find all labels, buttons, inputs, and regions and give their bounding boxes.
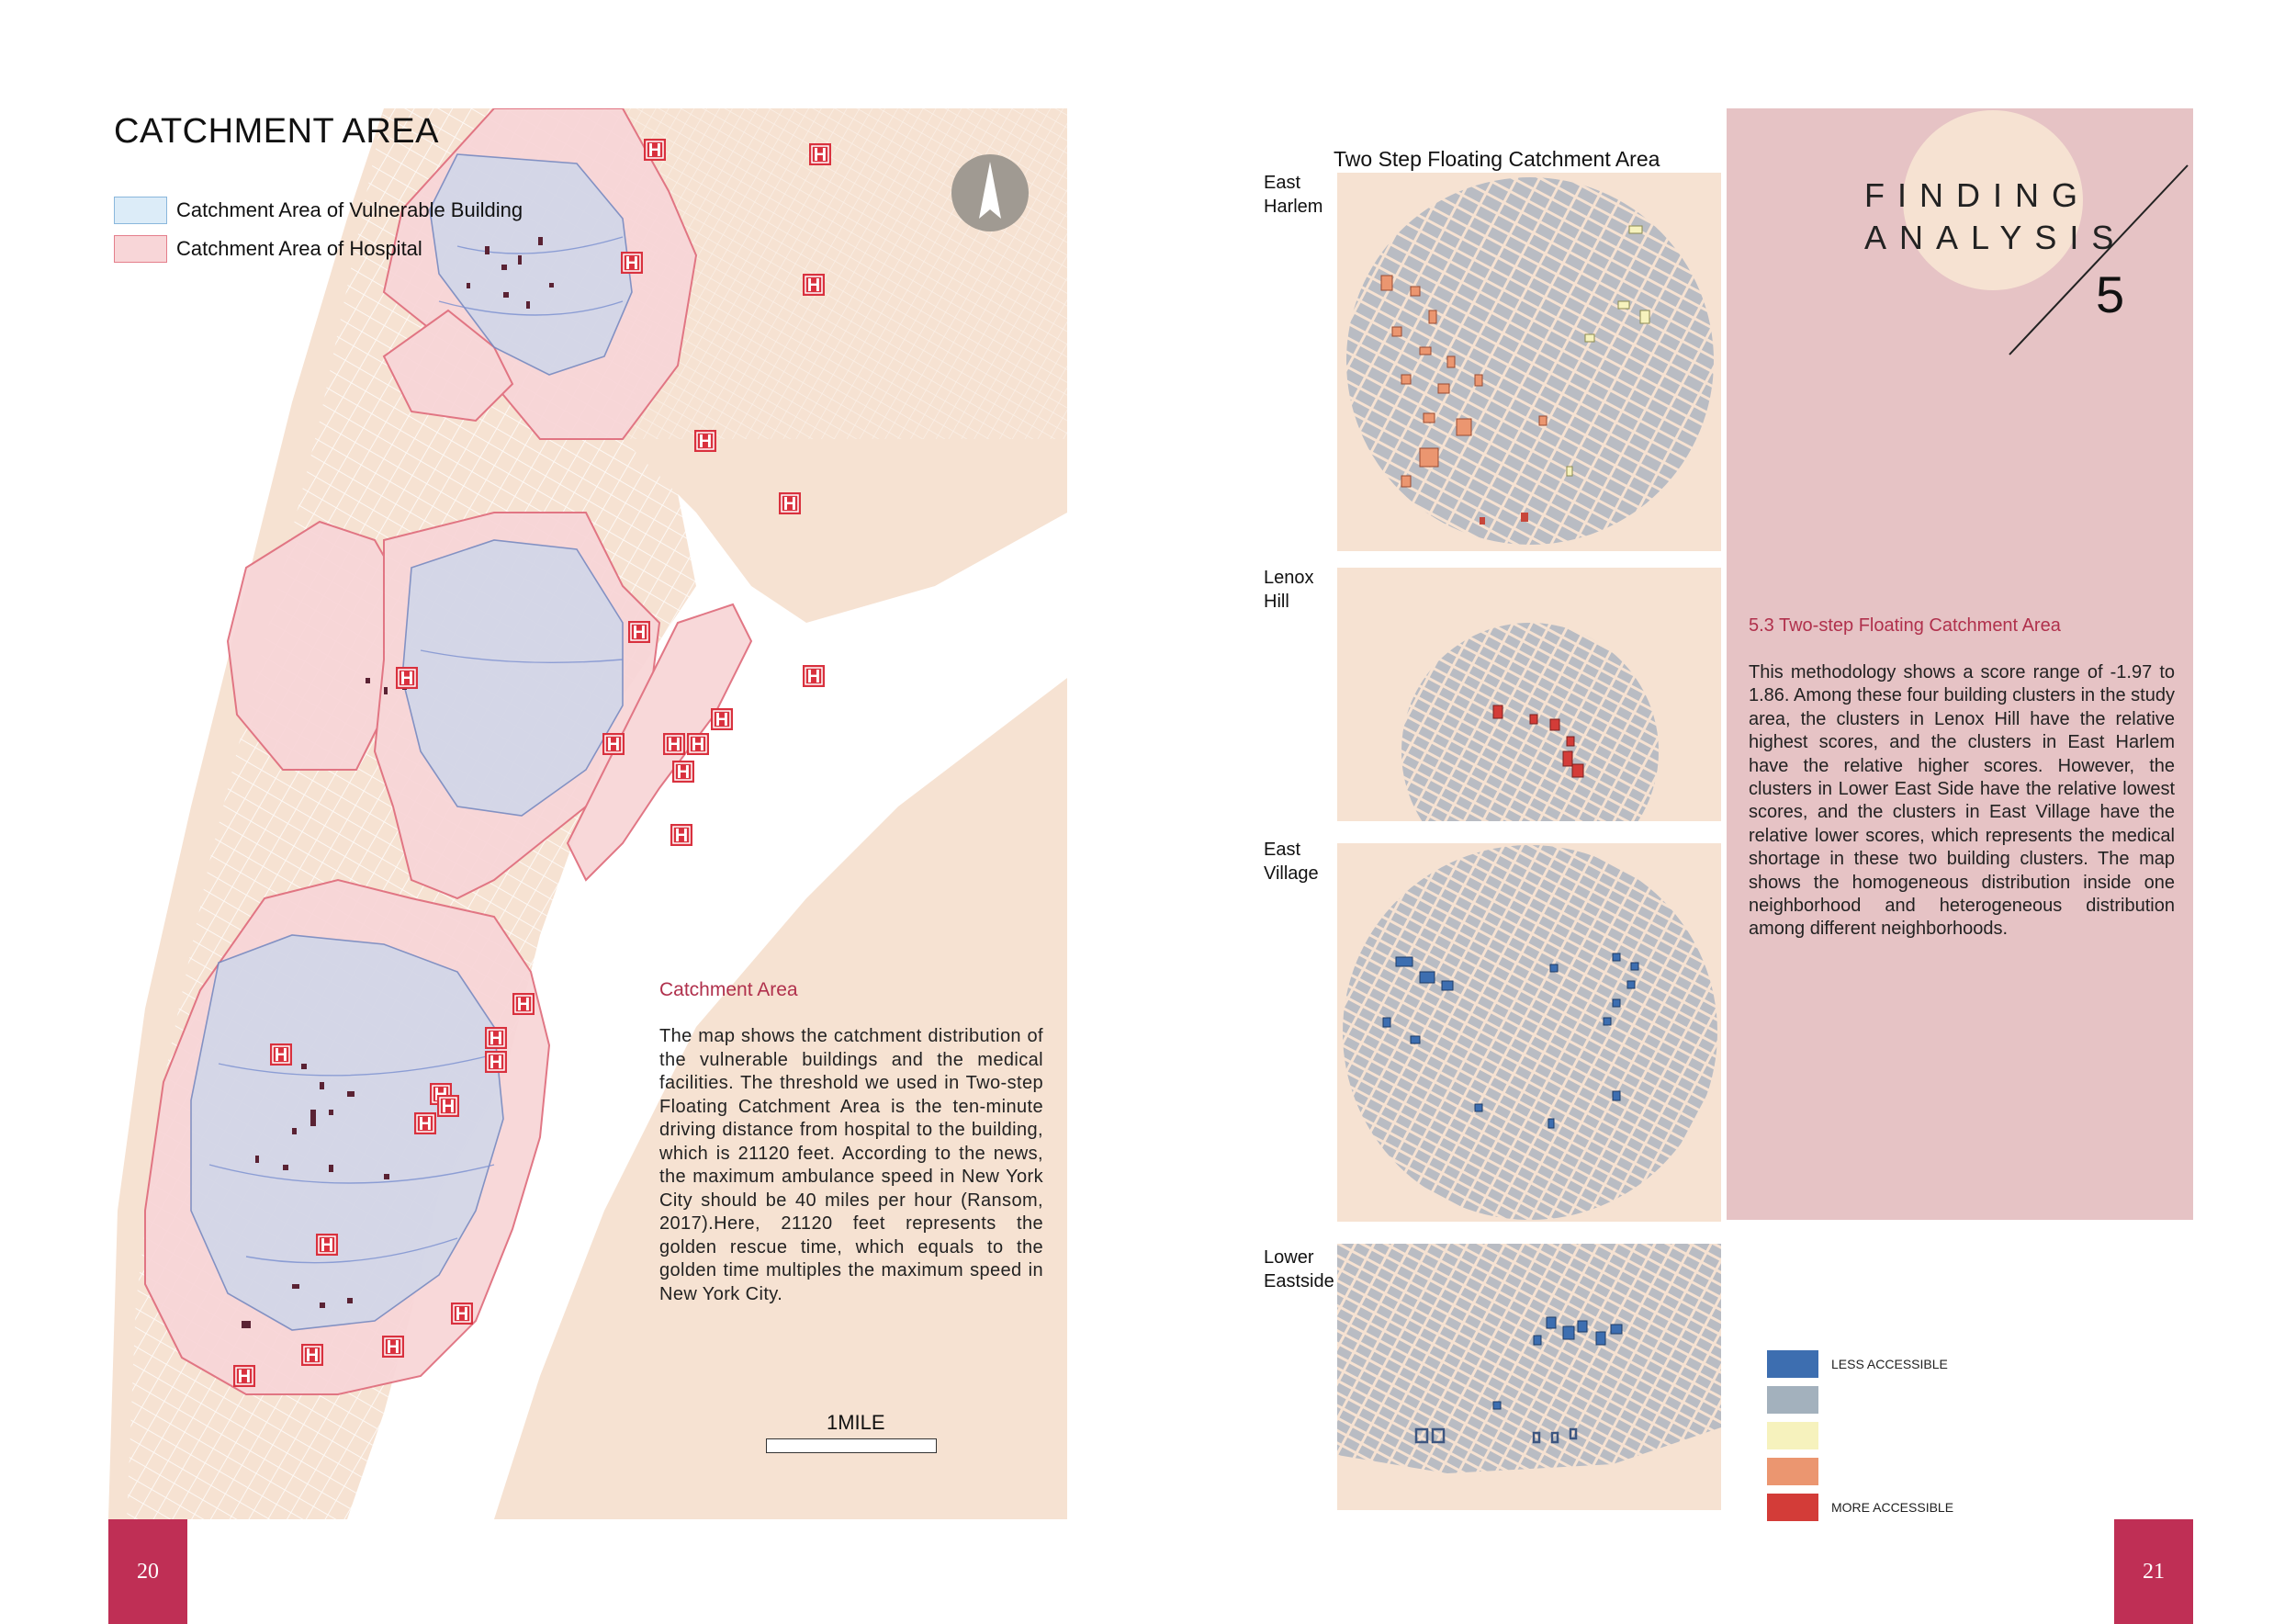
svg-text:H: H [306, 1346, 319, 1366]
building-catchment-layer [190, 153, 633, 1331]
svg-text:H: H [677, 762, 690, 783]
legend-item-level-2 [1767, 1382, 1953, 1417]
svg-text:H: H [456, 1304, 468, 1325]
map-title: Two Step Floating Catchment Area [1334, 147, 1660, 171]
svg-text:H: H [400, 669, 413, 689]
svg-text:H: H [517, 995, 530, 1015]
body-paragraph: This methodology shows a score range of … [1749, 662, 2175, 940]
legend-item-hospital-catchment: Catchment Area of Hospital [114, 235, 422, 263]
scale-label: 1MILE [827, 1411, 885, 1434]
page-number-right: 21 [2114, 1519, 2193, 1624]
catchment-map-svg: H H H H H H H H H H H H H H H H H H H H … [108, 108, 1067, 1519]
svg-text:H: H [692, 735, 704, 755]
north-arrow-icon [951, 154, 1029, 231]
neighborhood-label-lower-eastside: Lower Eastside [1264, 1247, 1334, 1291]
svg-text:H: H [442, 1097, 455, 1117]
mini-map-lower-eastside [1337, 1244, 1721, 1510]
svg-text:H: H [607, 735, 620, 755]
catchment-map: H H H H H H H H H H H H H H H H H H H H … [108, 108, 1067, 1519]
svg-text:H: H [625, 254, 638, 274]
svg-text:H: H [668, 735, 681, 755]
svg-text:H: H [490, 1029, 502, 1049]
mini-map-lenox-hill [1337, 568, 1721, 821]
body-paragraph: The map shows the catchment distribution… [659, 1026, 1043, 1304]
hospital-markers: H H H H H H H H H H H H H H H H H H H H … [233, 139, 831, 1387]
scale-bar [766, 1438, 937, 1453]
neighborhood-label-lenox-hill: Lenox Hill [1264, 568, 1314, 612]
svg-text:H: H [807, 276, 820, 296]
svg-text:H: H [419, 1114, 432, 1134]
svg-text:H: H [490, 1053, 502, 1073]
svg-text:H: H [238, 1367, 251, 1387]
legend-item-level-3 [1767, 1417, 1953, 1453]
svg-text:H: H [648, 141, 661, 161]
chapter-number: 5 [2096, 265, 2125, 323]
legend-label: Catchment Area of Vulnerable Building [176, 198, 523, 221]
svg-text:H: H [715, 710, 728, 730]
neighborhood-label-east-village: East Village [1264, 840, 1319, 884]
page-number-left: 20 [108, 1519, 187, 1624]
section-heading: 5.3 Two-step Floating Catchment Area [1749, 615, 2061, 636]
svg-text:H: H [675, 826, 688, 846]
legend-item-level-4 [1767, 1453, 1953, 1489]
accessibility-legend: LESS ACCESSIBLE MORE ACCESSIBLE [1767, 1346, 1953, 1525]
neighborhood-label-east-harlem: East Harlem [1264, 173, 1323, 217]
legend-item-building-catchment: Catchment Area of Vulnerable Building [114, 197, 523, 224]
svg-text:H: H [321, 1235, 333, 1256]
mini-map-east-harlem [1337, 173, 1721, 551]
svg-text:H: H [814, 145, 827, 165]
page-title: CATCHMENT AREA [114, 112, 439, 151]
svg-text:H: H [807, 667, 820, 687]
legend-item-more-accessible: MORE ACCESSIBLE [1767, 1489, 1953, 1525]
svg-text:H: H [699, 432, 712, 452]
svg-text:H: H [783, 494, 796, 514]
legend-swatch-pink [114, 235, 167, 263]
chapter-panel [1727, 108, 2193, 1220]
legend-item-less-accessible: LESS ACCESSIBLE [1767, 1346, 1953, 1382]
mini-map-east-village [1337, 843, 1721, 1222]
vulnerable-buildings [242, 237, 554, 1328]
chapter-title: FINDING ANALYSIS [1864, 176, 2127, 256]
legend-swatch-blue [114, 197, 167, 224]
svg-text:H: H [275, 1045, 287, 1066]
svg-text:H: H [633, 623, 646, 643]
svg-text:H: H [387, 1337, 400, 1358]
legend-label: Catchment Area of Hospital [176, 237, 422, 260]
section-heading: Catchment Area [659, 979, 798, 1000]
